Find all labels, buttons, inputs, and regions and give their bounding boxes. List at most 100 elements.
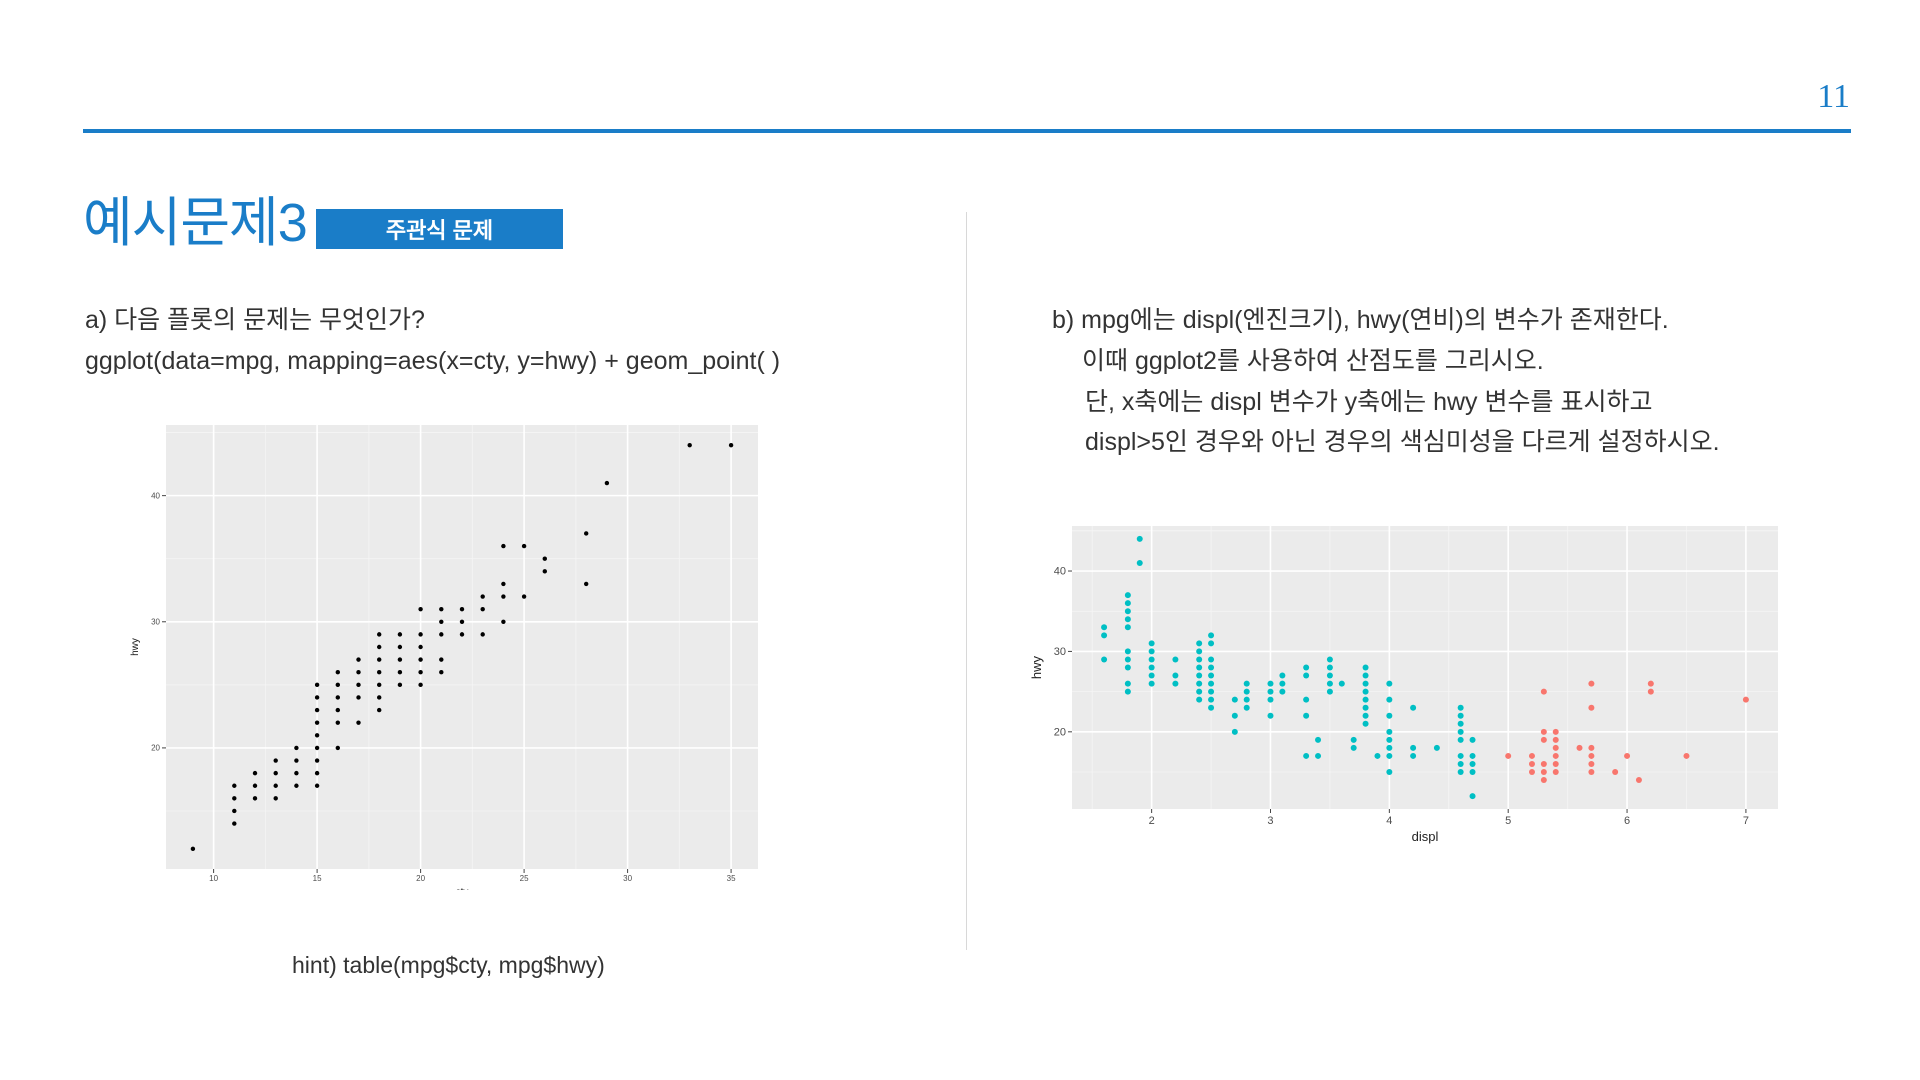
data-point [1196, 696, 1203, 703]
data-point [314, 733, 320, 738]
data-point [1588, 752, 1595, 759]
data-point [1540, 760, 1547, 767]
data-point [1552, 728, 1559, 735]
data-point [1196, 640, 1203, 647]
data-point [1208, 672, 1215, 679]
data-point [1303, 712, 1310, 719]
data-point [1540, 688, 1547, 695]
data-point [397, 644, 403, 650]
data-point [294, 770, 299, 776]
data-point [314, 695, 320, 700]
data-point [1374, 752, 1381, 759]
data-point [335, 682, 341, 688]
data-point [1362, 720, 1369, 727]
data-point [1267, 712, 1274, 719]
data-point [1552, 760, 1559, 767]
question-b-line3: 단, x축에는 displ 변수가 y축에는 hwy 변수를 표시하고 [1085, 388, 1653, 416]
data-point [1362, 664, 1369, 671]
data-point [1243, 704, 1250, 711]
question-type-badge: 주관식 문제 [316, 209, 563, 249]
data-point [1528, 760, 1535, 767]
data-point [1208, 696, 1215, 703]
data-point [1683, 752, 1690, 759]
y-axis-title: hwy [1030, 655, 1044, 679]
data-point [1196, 664, 1203, 671]
data-point [1231, 712, 1238, 719]
data-point [1231, 728, 1238, 735]
x-tick-label: 3 [1267, 815, 1273, 827]
data-point [1326, 656, 1333, 663]
data-point [1279, 688, 1286, 695]
data-point [501, 581, 506, 587]
data-point [1196, 648, 1203, 655]
data-point [1279, 672, 1286, 679]
data-point [1552, 744, 1559, 751]
data-point [439, 606, 444, 612]
data-point [397, 670, 403, 675]
data-point [1124, 608, 1131, 615]
data-point [294, 783, 299, 788]
data-point [1528, 752, 1535, 759]
data-point [459, 619, 465, 624]
data-point [1124, 656, 1131, 663]
x-tick-label: 7 [1743, 815, 1749, 827]
data-point [273, 770, 278, 776]
data-point [1101, 624, 1108, 631]
data-point [1136, 559, 1143, 566]
data-point [1208, 632, 1215, 639]
x-tick-label: 2 [1149, 815, 1155, 827]
data-point [1267, 696, 1274, 703]
data-point [397, 657, 403, 662]
page-number: 11 [1817, 78, 1850, 115]
data-point [1101, 656, 1108, 663]
data-point [377, 707, 382, 713]
data-point [687, 442, 692, 448]
data-point [314, 682, 320, 688]
data-point [314, 783, 320, 788]
data-point [418, 632, 423, 637]
column-divider [966, 212, 967, 950]
x-tick-label: 35 [727, 874, 736, 883]
data-point [1540, 728, 1547, 735]
data-point [377, 657, 382, 662]
question-b-line4: displ>5인 경우와 아닌 경우의 색심미성을 다르게 설정하시오. [1085, 428, 1720, 456]
data-point [542, 556, 547, 561]
data-point [1124, 648, 1131, 655]
data-point [356, 682, 361, 688]
data-point [1362, 704, 1369, 711]
data-point [377, 644, 382, 650]
data-point [1386, 769, 1393, 776]
data-point [459, 606, 465, 612]
data-point [335, 670, 341, 675]
data-point [418, 644, 423, 650]
data-point [1196, 672, 1203, 679]
data-point [1148, 680, 1155, 687]
data-point [232, 796, 237, 801]
data-point [1148, 664, 1155, 671]
data-point [439, 619, 444, 624]
x-tick-label: 25 [520, 874, 529, 883]
data-point [252, 783, 258, 788]
data-point [377, 695, 382, 700]
data-point [1624, 752, 1631, 759]
data-point [397, 632, 403, 637]
data-point [1136, 535, 1143, 542]
question-b-line2: 이때 ggplot2를 사용하여 산점도를 그리시오. [1082, 347, 1544, 375]
data-point [501, 619, 506, 624]
data-point [1742, 696, 1749, 703]
data-point [1172, 680, 1179, 687]
data-point [1386, 728, 1393, 735]
data-point [1362, 672, 1369, 679]
data-point [1410, 704, 1417, 711]
x-axis-title: displ [1412, 829, 1439, 844]
data-point [1243, 680, 1250, 687]
data-point [1647, 680, 1654, 687]
data-point [314, 707, 320, 713]
data-point [480, 606, 485, 612]
data-point [583, 581, 589, 587]
data-point [418, 657, 423, 662]
data-point [1124, 600, 1131, 607]
data-point [1635, 777, 1642, 784]
data-point [439, 632, 444, 637]
x-tick-label: 30 [623, 874, 632, 883]
